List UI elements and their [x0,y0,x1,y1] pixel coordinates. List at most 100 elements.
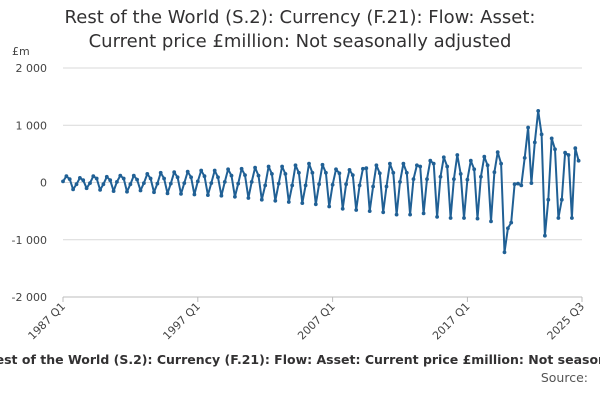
data-point[interactable] [394,212,399,217]
data-point[interactable] [371,184,375,189]
data-point[interactable] [219,193,224,198]
data-point[interactable] [357,183,362,188]
data-point[interactable] [148,176,153,181]
data-point[interactable] [458,172,463,176]
data-point[interactable] [441,155,446,160]
data-point[interactable] [145,172,150,176]
data-point[interactable] [67,177,72,182]
data-point[interactable] [266,164,271,169]
data-point[interactable] [286,200,291,204]
data-point[interactable] [340,206,345,211]
data-point[interactable] [539,132,544,137]
data-point[interactable] [401,161,406,166]
data-point[interactable] [482,154,487,159]
data-point[interactable] [142,181,146,186]
data-point[interactable] [88,181,92,186]
data-point[interactable] [168,181,173,186]
data-point[interactable] [573,146,578,151]
data-point[interactable] [118,173,123,178]
data-point[interactable] [526,125,530,130]
data-point[interactable] [320,162,325,167]
data-point[interactable] [489,219,493,224]
data-point[interactable] [435,215,439,219]
data-point[interactable] [495,150,500,155]
data-point[interactable] [243,173,247,178]
data-point[interactable] [182,181,187,186]
data-point[interactable] [158,170,163,175]
data-point[interactable] [344,182,348,187]
data-point[interactable] [462,216,466,220]
data-point[interactable] [172,170,177,175]
data-point[interactable] [337,171,342,176]
data-point[interactable] [374,163,379,168]
data-point[interactable] [226,167,231,172]
data-point[interactable] [104,174,109,179]
data-point[interactable] [300,201,305,206]
data-point[interactable] [253,165,257,170]
data-point[interactable] [559,197,564,202]
data-point[interactable] [111,189,116,194]
data-point[interactable] [202,174,207,179]
data-point[interactable] [364,166,369,171]
data-point[interactable] [71,187,75,192]
data-point[interactable] [377,171,382,176]
data-point[interactable] [317,182,321,187]
data-point[interactable] [64,174,69,179]
data-point[interactable] [297,170,301,175]
data-point[interactable] [367,209,372,214]
data-point[interactable] [273,198,278,203]
data-point[interactable] [445,164,450,169]
data-point[interactable] [259,197,264,202]
data-point[interactable] [563,150,567,155]
data-point[interactable] [512,182,517,187]
data-point[interactable] [566,153,571,157]
data-point[interactable] [468,158,473,163]
data-point[interactable] [310,170,315,175]
data-point[interactable] [549,136,554,141]
data-point[interactable] [84,186,89,191]
data-point[interactable] [293,163,298,168]
data-point[interactable] [529,181,534,186]
data-point[interactable] [115,180,119,184]
data-point[interactable] [78,176,82,180]
data-point[interactable] [270,172,274,176]
data-point[interactable] [354,208,359,212]
data-point[interactable] [189,175,194,180]
data-point[interactable] [98,188,102,192]
data-point[interactable] [475,216,480,221]
data-point[interactable] [216,175,220,180]
data-point[interactable] [522,156,527,160]
data-point[interactable] [81,178,86,183]
data-point[interactable] [135,177,140,182]
data-point[interactable] [175,175,180,180]
data-point[interactable] [543,233,547,238]
data-point[interactable] [222,180,227,184]
data-point[interactable] [391,170,396,175]
data-point[interactable] [212,168,217,173]
data-point[interactable] [415,163,419,168]
data-point[interactable] [516,181,520,186]
data-point[interactable] [128,182,133,187]
data-point[interactable] [276,181,281,186]
data-point[interactable] [404,170,409,175]
data-point[interactable] [465,177,470,182]
data-point[interactable] [249,180,254,184]
data-point[interactable] [570,216,574,220]
data-point[interactable] [280,164,284,169]
data-point[interactable] [546,197,551,202]
data-point[interactable] [185,169,190,174]
data-point[interactable] [361,166,365,171]
data-point[interactable] [138,188,143,193]
data-point[interactable] [152,190,156,195]
data-point[interactable] [229,173,234,178]
data-point[interactable] [61,179,65,184]
data-point[interactable] [199,168,204,173]
data-point[interactable] [236,181,241,186]
data-point[interactable] [313,202,318,207]
data-point[interactable] [209,181,214,186]
data-point[interactable] [192,192,197,197]
data-point[interactable] [283,172,288,176]
data-point[interactable] [485,163,490,168]
data-point[interactable] [556,216,561,220]
data-point[interactable] [553,147,557,152]
